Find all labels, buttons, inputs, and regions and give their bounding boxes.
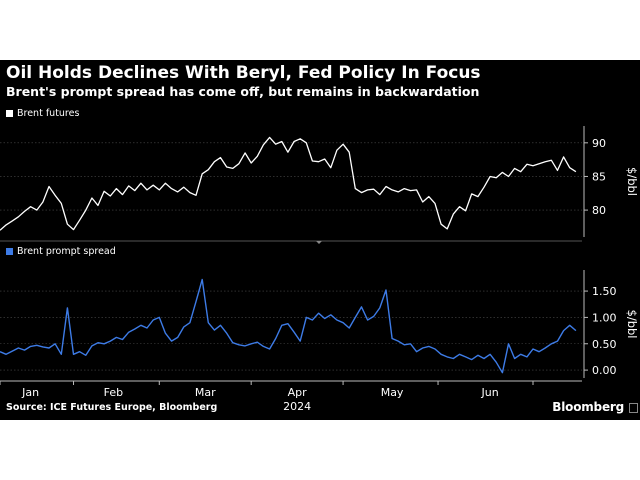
- xtick-label: May: [381, 386, 404, 399]
- chart-panel: Oil Holds Declines With Beryl, Fed Polic…: [0, 60, 640, 420]
- source-note: Source: ICE Futures Europe, Bloomberg: [6, 402, 218, 413]
- spread-ytick-label: 1.50: [592, 285, 617, 298]
- spread-ylabel: $/bbl: [625, 310, 639, 339]
- legend-futures-swatch: [6, 110, 13, 117]
- xtick-label: Jan: [21, 386, 39, 399]
- legend-spread-label: Brent prompt spread: [17, 246, 116, 257]
- chart-title: Oil Holds Declines With Beryl, Fed Polic…: [6, 63, 481, 83]
- legend-futures-label: Brent futures: [17, 108, 80, 119]
- expand-icon[interactable]: [629, 403, 638, 413]
- xtick-label: Mar: [195, 386, 216, 399]
- legend-spread: Brent prompt spread: [6, 246, 116, 257]
- xtick-label: Feb: [104, 386, 123, 399]
- legend-futures: Brent futures: [6, 108, 79, 119]
- futures-series-line: [0, 136, 577, 231]
- year-label: 2024: [283, 400, 311, 413]
- futures-ytick-label: 90: [592, 137, 606, 150]
- legend-spread-swatch: [6, 248, 13, 255]
- futures-ytick-label: 80: [592, 204, 606, 217]
- separator-handle-icon: [316, 241, 322, 244]
- bloomberg-logo: Bloomberg: [552, 400, 624, 414]
- xtick-label: Apr: [288, 386, 308, 399]
- spread-ytick-label: 0.50: [592, 338, 617, 351]
- futures-ytick-label: 85: [592, 170, 606, 183]
- spread-ytick-label: 0.00: [592, 364, 617, 377]
- chart-svg: 80 85 90 $/bbl 0.00 0.50 1.00 1.50 $/bbl Jan Feb Ma…: [0, 126, 639, 413]
- futures-ylabel: $/bbl: [625, 167, 639, 196]
- xtick-label: Jun: [481, 386, 499, 399]
- chart-subtitle: Brent's prompt spread has come off, but …: [6, 84, 480, 99]
- spread-ytick-label: 1.00: [592, 311, 617, 324]
- spread-series-line: [0, 278, 577, 374]
